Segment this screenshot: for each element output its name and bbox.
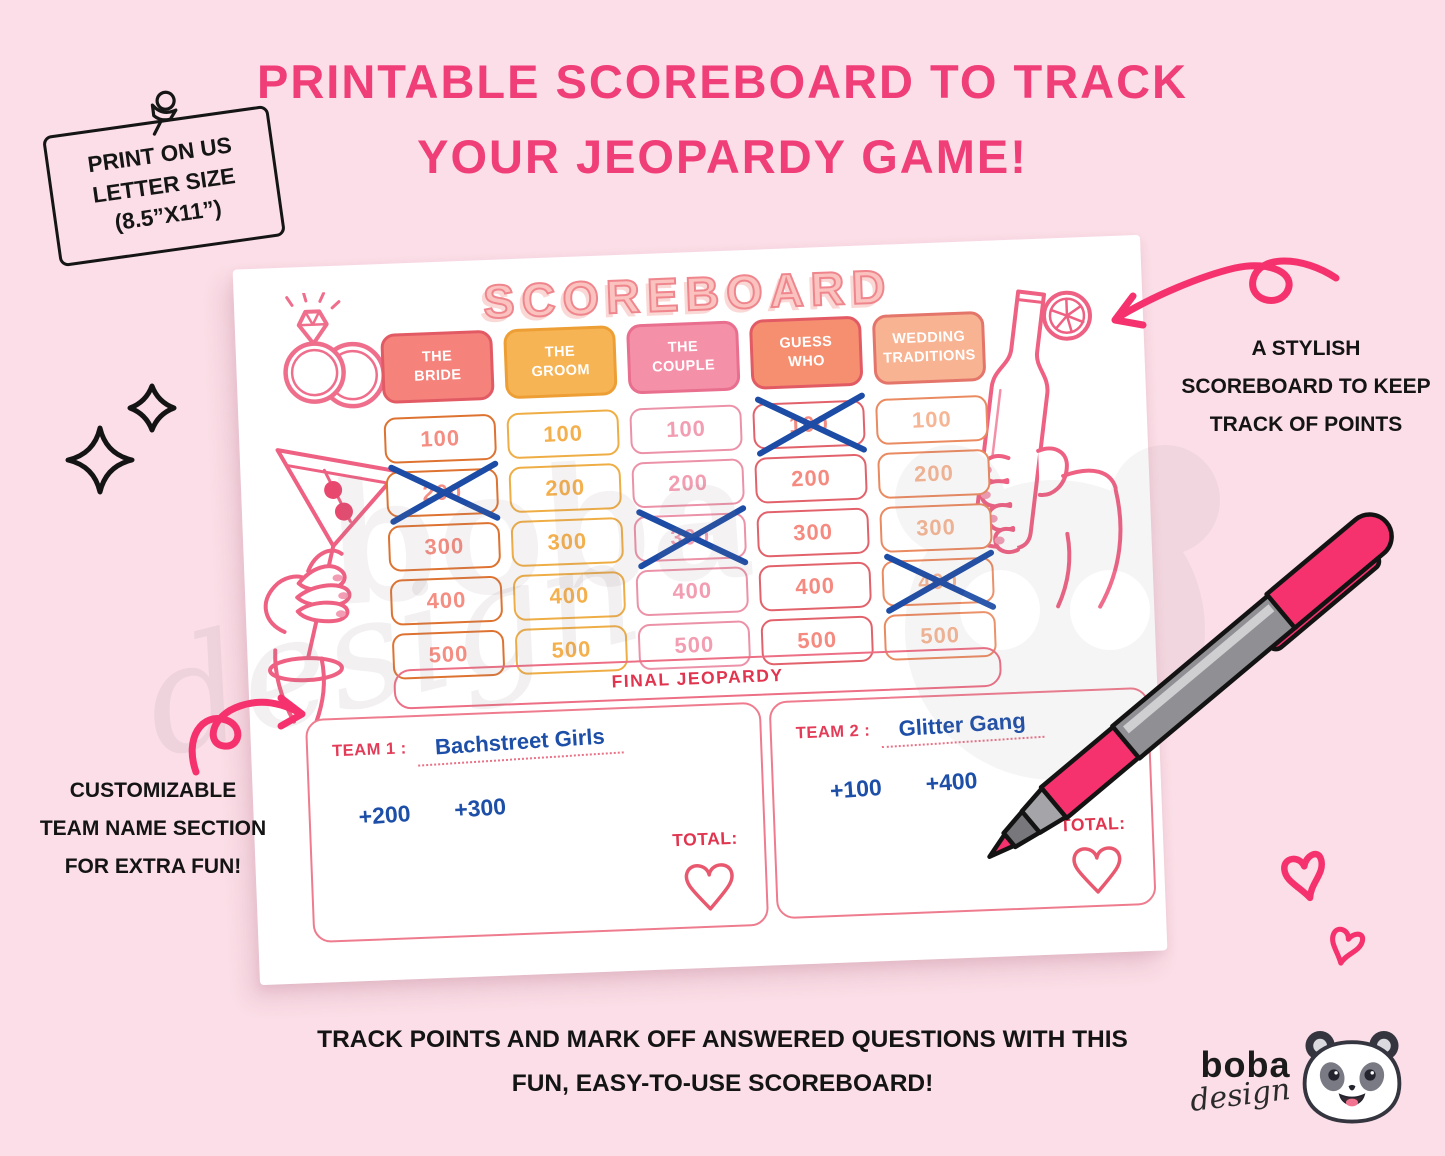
category-header: THE BRIDE: [380, 329, 495, 405]
annotation-line: TRACK OF POINTS: [1209, 412, 1403, 436]
score-cell: 400: [881, 549, 997, 614]
page-title-line2: YOUR JEOPARDY GAME!: [417, 130, 1028, 184]
print-size-note: PRINT ON US LETTER SIZE (8.5”X11”): [41, 90, 287, 268]
score-cell: 200: [385, 460, 501, 525]
cross-mark-icon: [388, 460, 501, 525]
score-cell: 400: [389, 575, 504, 626]
page-title-line1: PRINTABLE SCOREBOARD TO TRACK: [257, 55, 1188, 108]
panda-icon: [1296, 1028, 1408, 1128]
heart-icon: [1066, 842, 1128, 900]
brand-logo: boba design: [1188, 1028, 1408, 1128]
score-cell: 100: [875, 394, 989, 446]
score-cell: 300: [879, 502, 993, 554]
team-1-scores: +200 +300: [358, 793, 507, 831]
annotation-line: TEAM NAME SECTION: [39, 816, 267, 840]
category-column: WEDDING TRADITIONS 100 200 300 400 500: [871, 310, 998, 661]
team-2-name: Glitter Gang: [879, 706, 1045, 749]
annotation-line: SCOREBOARD TO KEEP: [1181, 374, 1431, 398]
arrow-right-icon: [1093, 252, 1348, 350]
score-entry: +300: [453, 793, 507, 823]
category-header: WEDDING TRADITIONS: [871, 310, 987, 386]
score-cell: 300: [756, 507, 870, 558]
cross-mark-icon: [754, 392, 867, 457]
category-column: GUESS WHO 100 200 300 400 500: [748, 315, 875, 666]
score-cell: 200: [877, 448, 991, 500]
left-annotation: CUSTOMIZABLE TEAM NAME SECTION FOR EXTRA…: [22, 772, 284, 885]
team-1-name: Bachstreet Girls: [416, 722, 624, 767]
annotation-line: CUSTOMIZABLE: [69, 779, 237, 802]
cross-mark-icon: [884, 549, 997, 614]
logo-name: boba: [1200, 1043, 1291, 1085]
annotation-line: A STYLISH: [1251, 337, 1361, 360]
score-cell: 400: [512, 570, 627, 622]
category-header: GUESS WHO: [748, 315, 864, 390]
score-cell: 100: [383, 413, 498, 464]
sparkles-icon: [55, 375, 205, 525]
wedding-rings-icon: [262, 289, 407, 419]
category-column: THE BRIDE 100 200 300 400 500: [380, 329, 506, 680]
score-cell: 100: [506, 408, 620, 460]
pushpin-icon: [134, 83, 191, 143]
category-column: THE GROOM 100 200 300 400 500: [503, 325, 629, 676]
team-1-box: TEAM 1 : Bachstreet Girls +200 +300 TOTA…: [304, 701, 770, 944]
bottle-hand-icon: [936, 277, 1149, 614]
heart-icon: [679, 859, 741, 917]
score-cell: 400: [758, 561, 873, 612]
category-column: THE COUPLE 100 200 300 400 500: [625, 320, 752, 671]
category-header: THE GROOM: [503, 325, 618, 400]
martini-hand-icon: [247, 431, 433, 728]
cross-mark-icon: [636, 505, 749, 570]
annotation-line: FUN, EASY-TO-USE SCOREBOARD!: [511, 1070, 934, 1098]
team-2-label: TEAM 2 :: [795, 721, 871, 743]
score-cell: 400: [635, 566, 750, 617]
category-header: THE COUPLE: [625, 320, 741, 395]
arrow-left-icon: [182, 686, 322, 778]
page-title: PRINTABLE SCOREBOARD TO TRACK YOUR JEOPA…: [255, 44, 1190, 194]
heart-doodles-icon: [1252, 842, 1422, 992]
score-entry: +200: [357, 800, 412, 830]
score-cell: 300: [387, 521, 502, 572]
team-1-total-label: TOTAL:: [671, 827, 739, 851]
score-entry: +100: [829, 773, 883, 804]
score-cell: 300: [633, 505, 749, 570]
score-cell: 200: [508, 462, 623, 514]
team-2-scores: +100 +400: [829, 767, 978, 805]
annotation-line: TRACK POINTS AND MARK OFF ANSWERED QUEST…: [317, 1026, 1128, 1053]
score-cell: 300: [510, 516, 625, 568]
score-cell: 200: [631, 458, 745, 509]
team-2-box: TEAM 2 : Glitter Gang +100 +400 TOTAL:: [768, 686, 1157, 920]
score-entry: +400: [924, 766, 979, 797]
bottom-annotation: TRACK POINTS AND MARK OFF ANSWERED QUEST…: [250, 1018, 1195, 1106]
team-2-total-label: TOTAL:: [1059, 812, 1126, 836]
right-annotation: A STYLISH SCOREBOARD TO KEEP TRACK OF PO…: [1178, 330, 1434, 443]
annotation-line: FOR EXTRA FUN!: [64, 854, 242, 878]
score-cell: 100: [629, 404, 743, 455]
scoreboard-paper: SCOREBOARD: [232, 234, 1168, 986]
score-cell: 200: [754, 453, 868, 504]
team-1-label: TEAM 1 :: [331, 739, 408, 761]
score-cell: 100: [752, 392, 867, 457]
